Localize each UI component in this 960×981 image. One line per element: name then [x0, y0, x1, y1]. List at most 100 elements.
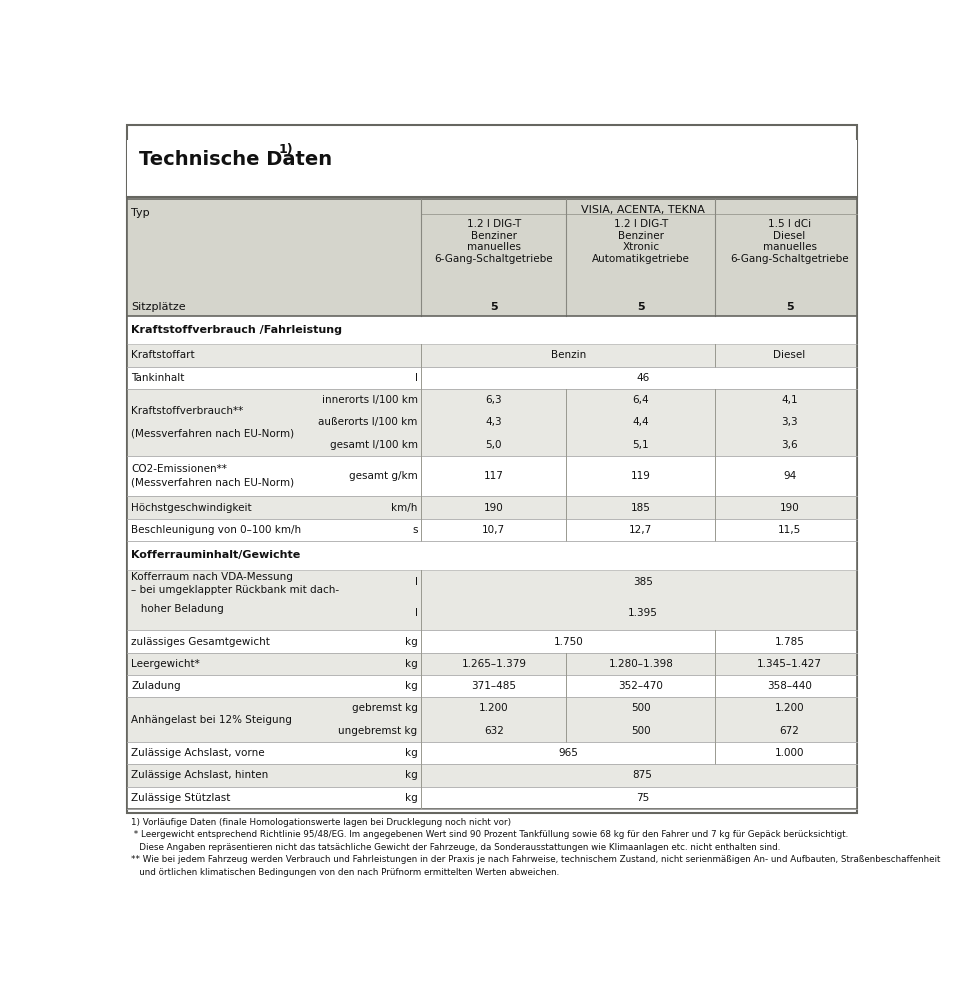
Text: 1.750: 1.750 [553, 637, 583, 646]
Bar [128, 652, 856, 675]
Text: Zulässige Achslast, vorne: Zulässige Achslast, vorne [132, 749, 265, 758]
Bar [128, 631, 856, 652]
Text: Beschleunigung von 0–100 km/h: Beschleunigung von 0–100 km/h [132, 525, 301, 535]
Text: l: l [415, 373, 418, 383]
Bar [128, 675, 856, 697]
Text: 1.265–1.379: 1.265–1.379 [462, 659, 526, 669]
Bar [128, 542, 856, 570]
Text: Anhängelast bei 12% Steigung: Anhängelast bei 12% Steigung [132, 714, 292, 725]
Text: 1.5 l dCi
Diesel
manuelles
6-Gang-Schaltgetriebe: 1.5 l dCi Diesel manuelles 6-Gang-Schalt… [731, 219, 849, 264]
Text: Höchstgeschwindigkeit: Höchstgeschwindigkeit [132, 502, 252, 513]
Text: Diesel: Diesel [774, 350, 805, 360]
Text: 4,4: 4,4 [633, 418, 649, 428]
Text: 1.345–1.427: 1.345–1.427 [757, 659, 822, 669]
Text: ungebremst kg: ungebremst kg [339, 726, 418, 736]
Text: kg: kg [405, 793, 418, 802]
Bar [128, 344, 856, 367]
Text: 500: 500 [631, 703, 651, 713]
Text: 119: 119 [631, 471, 651, 482]
Text: CO2-Emissionen**: CO2-Emissionen** [132, 464, 227, 475]
Text: l: l [415, 607, 418, 618]
Text: Sitzplätze: Sitzplätze [132, 302, 186, 312]
Text: kg: kg [405, 770, 418, 781]
Text: 4,3: 4,3 [486, 418, 502, 428]
Text: 1.2 l DIG-T
Benziner
manuelles
6-Gang-Schaltgetriebe: 1.2 l DIG-T Benziner manuelles 6-Gang-Sc… [435, 219, 553, 264]
Text: l: l [415, 577, 418, 588]
Bar [128, 742, 856, 764]
Text: 117: 117 [484, 471, 504, 482]
Bar [128, 496, 856, 519]
Text: 672: 672 [780, 726, 800, 736]
Bar [128, 787, 856, 809]
Text: VISIA, ACENTA, TEKNA: VISIA, ACENTA, TEKNA [581, 205, 705, 216]
Text: Kofferraum nach VDA-Messung: Kofferraum nach VDA-Messung [132, 572, 293, 582]
Text: 5,0: 5,0 [486, 439, 502, 449]
Text: Tankinhalt: Tankinhalt [132, 373, 184, 383]
Text: 385: 385 [633, 577, 653, 588]
Text: 11,5: 11,5 [778, 525, 802, 535]
Text: (Messverfahren nach EU-Norm): (Messverfahren nach EU-Norm) [132, 478, 295, 488]
Text: 1.280–1.398: 1.280–1.398 [609, 659, 673, 669]
Text: 5: 5 [490, 302, 497, 312]
Text: 1.200: 1.200 [775, 703, 804, 713]
Bar [128, 140, 856, 197]
Text: 12,7: 12,7 [629, 525, 653, 535]
Text: Zulässige Achslast, hinten: Zulässige Achslast, hinten [132, 770, 269, 781]
Text: 1) Vorläufige Daten (finale Homologationswerte lagen bei Drucklegung noch nicht : 1) Vorläufige Daten (finale Homologation… [132, 818, 941, 877]
Text: innerorts l/100 km: innerorts l/100 km [322, 395, 418, 405]
Text: 46: 46 [636, 373, 649, 383]
Text: 1.395: 1.395 [628, 607, 658, 618]
Text: gesamt l/100 km: gesamt l/100 km [329, 439, 418, 449]
Bar [128, 764, 856, 787]
Text: 875: 875 [633, 770, 653, 781]
Bar [128, 570, 856, 631]
Text: 358–440: 358–440 [767, 681, 812, 692]
Text: (Messverfahren nach EU-Norm): (Messverfahren nach EU-Norm) [132, 429, 295, 439]
Bar [128, 519, 856, 542]
Text: 94: 94 [783, 471, 796, 482]
Text: kg: kg [405, 681, 418, 692]
Text: Zuladung: Zuladung [132, 681, 180, 692]
Text: kg: kg [405, 749, 418, 758]
Text: 1.785: 1.785 [775, 637, 804, 646]
Text: 5: 5 [786, 302, 793, 312]
Text: 190: 190 [780, 502, 800, 513]
Bar [128, 456, 856, 496]
Text: 371–485: 371–485 [471, 681, 516, 692]
Text: Zulässige Stützlast: Zulässige Stützlast [132, 793, 230, 802]
Text: 965: 965 [559, 749, 578, 758]
Text: 352–470: 352–470 [618, 681, 663, 692]
Text: 3,3: 3,3 [781, 418, 798, 428]
Text: 5,1: 5,1 [633, 439, 649, 449]
Bar [128, 697, 856, 742]
Text: Kofferrauminhalt/Gewichte: Kofferrauminhalt/Gewichte [132, 550, 300, 560]
Text: 4,1: 4,1 [781, 395, 798, 405]
Text: 3,6: 3,6 [781, 439, 798, 449]
Text: 500: 500 [631, 726, 651, 736]
Text: Kraftstoffverbrauch /Fahrleistung: Kraftstoffverbrauch /Fahrleistung [132, 325, 342, 336]
Text: zulässiges Gesamtgewicht: zulässiges Gesamtgewicht [132, 637, 270, 646]
Text: 1.2 l DIG-T
Benziner
Xtronic
Automatikgetriebe: 1.2 l DIG-T Benziner Xtronic Automatikge… [592, 219, 689, 264]
Bar [128, 316, 856, 344]
Text: 75: 75 [636, 793, 649, 802]
Text: Kraftstoffart: Kraftstoffart [132, 350, 195, 360]
Text: Leergewicht*: Leergewicht* [132, 659, 200, 669]
Text: Typ: Typ [132, 208, 150, 219]
Text: Technische Daten: Technische Daten [138, 150, 332, 169]
Bar [128, 199, 856, 316]
Text: 185: 185 [631, 502, 651, 513]
Text: Kraftstoffverbrauch**: Kraftstoffverbrauch** [132, 406, 244, 416]
Text: 1.200: 1.200 [479, 703, 509, 713]
Text: 632: 632 [484, 726, 504, 736]
Bar [128, 389, 856, 456]
Text: 1.000: 1.000 [775, 749, 804, 758]
Bar [128, 367, 856, 389]
Text: 190: 190 [484, 502, 504, 513]
Text: 5: 5 [637, 302, 644, 312]
Text: gesamt g/km: gesamt g/km [348, 471, 418, 482]
Text: 6,4: 6,4 [633, 395, 649, 405]
Text: s: s [412, 525, 418, 535]
Text: km/h: km/h [392, 502, 418, 513]
Text: außerorts l/100 km: außerorts l/100 km [318, 418, 418, 428]
Text: 6,3: 6,3 [486, 395, 502, 405]
